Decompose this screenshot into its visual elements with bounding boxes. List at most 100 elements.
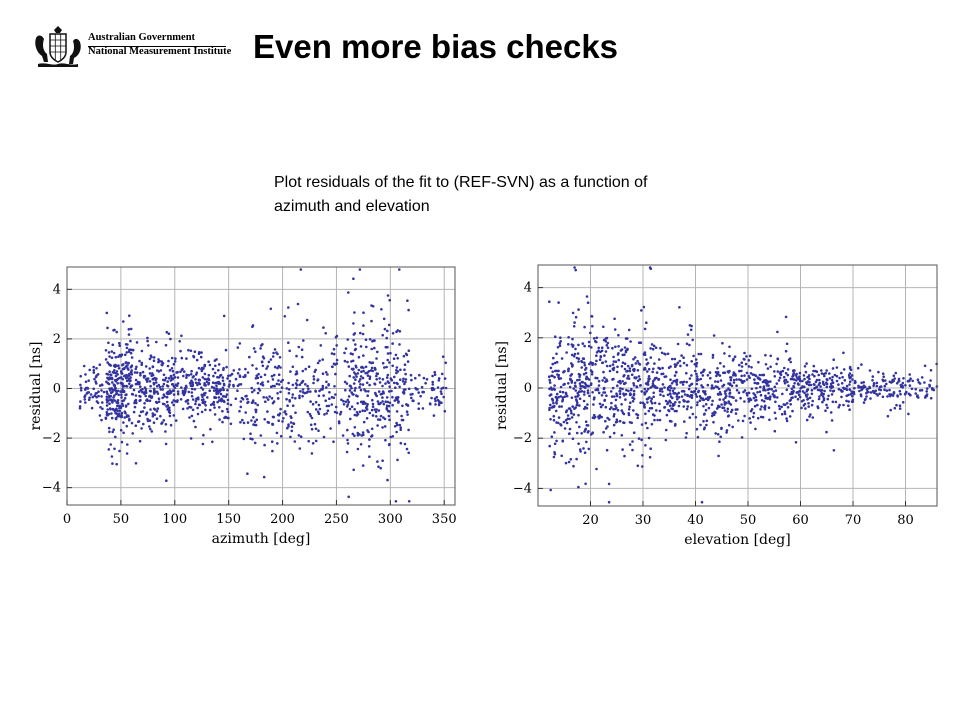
data-point bbox=[166, 404, 170, 407]
data-point bbox=[330, 352, 334, 355]
x-axis-label: azimuth [deg] bbox=[212, 531, 311, 547]
data-point bbox=[575, 421, 578, 424]
data-point bbox=[116, 382, 119, 385]
data-point bbox=[377, 409, 381, 412]
data-point bbox=[649, 356, 653, 359]
data-point bbox=[747, 359, 751, 362]
data-point bbox=[730, 408, 734, 412]
data-point bbox=[638, 378, 642, 381]
data-point bbox=[705, 423, 708, 427]
data-point bbox=[701, 386, 705, 389]
data-point bbox=[168, 411, 172, 415]
data-point bbox=[572, 325, 576, 328]
data-point bbox=[719, 435, 722, 439]
data-point bbox=[615, 370, 619, 374]
data-point bbox=[245, 394, 248, 398]
data-point bbox=[686, 405, 690, 408]
data-point bbox=[273, 348, 277, 351]
data-point bbox=[345, 382, 349, 385]
data-point bbox=[105, 413, 109, 416]
data-point bbox=[116, 404, 119, 408]
data-point bbox=[595, 351, 599, 354]
data-point bbox=[562, 370, 565, 374]
data-point bbox=[567, 369, 570, 373]
data-point bbox=[753, 381, 757, 385]
data-point bbox=[327, 404, 331, 408]
data-point bbox=[738, 363, 741, 367]
data-point bbox=[716, 385, 719, 389]
data-point bbox=[611, 367, 615, 371]
data-point bbox=[753, 404, 757, 408]
data-point bbox=[616, 384, 619, 387]
data-point bbox=[651, 382, 655, 386]
data-point bbox=[775, 362, 778, 366]
data-point bbox=[902, 377, 905, 380]
data-point bbox=[639, 401, 642, 404]
data-point bbox=[271, 449, 274, 453]
data-point bbox=[377, 390, 381, 393]
data-point bbox=[310, 427, 314, 431]
data-point bbox=[589, 383, 593, 387]
data-point bbox=[371, 402, 375, 406]
data-point bbox=[714, 432, 717, 435]
data-point bbox=[236, 384, 240, 388]
data-point bbox=[364, 402, 367, 405]
data-point bbox=[357, 355, 361, 359]
data-point bbox=[590, 314, 593, 318]
data-point bbox=[249, 432, 252, 435]
data-point bbox=[393, 399, 397, 402]
data-point bbox=[148, 425, 151, 428]
data-point bbox=[604, 360, 608, 363]
data-point bbox=[587, 344, 591, 348]
data-point bbox=[754, 395, 758, 399]
data-point bbox=[644, 421, 648, 425]
data-point bbox=[824, 409, 827, 412]
data-point bbox=[350, 405, 354, 408]
data-point bbox=[757, 360, 760, 364]
data-point bbox=[573, 266, 576, 269]
data-point bbox=[347, 400, 351, 404]
data-point bbox=[139, 371, 142, 375]
data-point bbox=[817, 383, 821, 386]
data-point bbox=[648, 266, 652, 269]
data-point bbox=[616, 365, 619, 369]
data-point bbox=[734, 412, 738, 415]
data-point bbox=[907, 412, 910, 416]
data-point bbox=[552, 455, 556, 459]
data-point bbox=[116, 399, 120, 402]
data-point bbox=[831, 375, 834, 379]
data-point bbox=[664, 428, 668, 432]
data-point bbox=[118, 406, 121, 410]
data-point bbox=[295, 370, 298, 373]
data-point bbox=[387, 414, 391, 418]
data-point bbox=[574, 406, 577, 409]
data-point bbox=[758, 378, 762, 381]
data-point bbox=[610, 406, 613, 409]
data-point bbox=[287, 423, 290, 426]
data-point bbox=[645, 363, 649, 366]
logo-divider bbox=[88, 46, 226, 47]
data-point bbox=[291, 396, 294, 399]
data-point bbox=[580, 380, 584, 384]
data-point bbox=[726, 410, 729, 413]
data-point bbox=[562, 420, 566, 424]
data-point bbox=[721, 341, 724, 345]
data-point bbox=[122, 431, 125, 435]
data-point bbox=[665, 413, 669, 417]
data-point bbox=[583, 344, 586, 348]
data-point bbox=[386, 478, 389, 482]
data-point bbox=[162, 373, 166, 377]
data-point bbox=[216, 400, 219, 404]
data-point bbox=[883, 388, 886, 392]
data-point bbox=[627, 408, 631, 411]
data-point bbox=[170, 401, 174, 404]
data-point bbox=[324, 332, 328, 335]
data-point bbox=[674, 422, 677, 426]
data-point bbox=[798, 375, 801, 378]
data-points bbox=[547, 266, 939, 504]
data-point bbox=[114, 435, 117, 439]
data-point bbox=[555, 352, 558, 356]
data-point bbox=[120, 376, 123, 379]
data-point bbox=[554, 369, 557, 373]
data-point bbox=[393, 425, 397, 428]
